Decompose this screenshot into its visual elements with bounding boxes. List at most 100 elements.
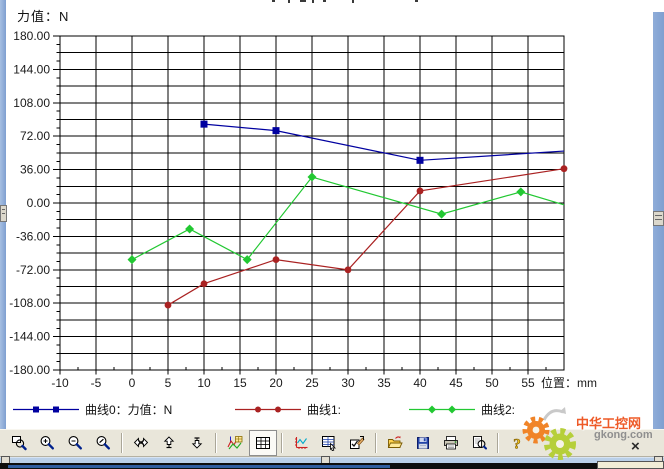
gears-logo-icon [522, 407, 576, 460]
x-tick-label: 25 [305, 376, 319, 390]
zoom-window-button[interactable] [5, 430, 33, 456]
help-icon: ? [513, 436, 521, 452]
zoom-in-button[interactable] [33, 430, 61, 456]
chart-plot: 180.00 144.00 108.00 72.00 36.00 0.00 -36.00 -7… [9, 29, 597, 390]
watermark: 中华工控网 gkong.com × [518, 400, 664, 466]
data-table-icon [322, 436, 337, 451]
toolbar-separator [281, 433, 283, 453]
shift-down-button[interactable] [183, 430, 211, 456]
x-tick-label: 20 [269, 376, 283, 390]
y-tick-label: -144.00 [9, 330, 50, 344]
toolbar-separator [497, 433, 499, 453]
shift-up-button[interactable] [155, 430, 183, 456]
x-tick-label: 45 [449, 376, 463, 390]
y-tick-label: 72.00 [20, 129, 50, 143]
curve-0-marker [200, 120, 208, 128]
y-tick-label: -108.00 [9, 296, 50, 310]
toolbar-separator [121, 433, 123, 453]
x-tick-label: 5 [165, 376, 172, 390]
print-icon [444, 436, 458, 450]
watermark-close-button[interactable]: × [631, 438, 640, 455]
x-tick-label: 50 [485, 376, 499, 390]
curve-0-marker [416, 156, 424, 164]
zoom-mark-button[interactable] [89, 430, 117, 456]
open-file-button[interactable] [381, 430, 409, 456]
axis-scale-icon [295, 437, 308, 449]
curve-2-marker [242, 255, 252, 265]
y-tick-label: -72.00 [16, 263, 50, 277]
legend-item-2: 曲线2: [408, 401, 515, 418]
legend-label: 曲线2: [481, 403, 516, 417]
x-tick-label: -5 [91, 376, 102, 390]
help-button[interactable]: ? [503, 430, 531, 456]
data-table-button[interactable] [315, 430, 343, 456]
chart-legend: 曲线0：力值：N 曲线1: 曲线2: [0, 401, 664, 423]
legend-item-0: 曲线0：力值：N [12, 401, 172, 418]
y-tick-label: 108.00 [13, 96, 50, 110]
curve-0-marker [272, 127, 280, 135]
curve-1-line [167, 168, 565, 306]
pan-horizontal-icon [133, 437, 149, 448]
edit-properties-icon [350, 436, 365, 449]
y-tick-label: 36.00 [20, 163, 50, 177]
x-axis-title: 位置：mm [541, 375, 597, 390]
y-tick-label: 144.00 [13, 62, 50, 76]
zoom-out-button[interactable] [61, 430, 89, 456]
print-preview-icon [473, 436, 487, 450]
curve-2-marker [516, 187, 526, 197]
legend-sample-square-icon [13, 406, 79, 413]
curve-0-line [203, 123, 565, 161]
y-tick-label: 180.00 [13, 29, 50, 43]
zoom-in-icon [40, 436, 55, 450]
legend-item-1: 曲线1: [234, 401, 341, 418]
watermark-site-domain: gkong.com [594, 429, 653, 441]
curve-1-marker [164, 301, 172, 309]
zoom-mark-icon [96, 436, 111, 450]
x-tick-label: 0 [129, 376, 136, 390]
curve-1-marker [560, 165, 568, 173]
y-tick-label: -180.00 [9, 363, 50, 377]
curve-2-marker [185, 224, 195, 234]
curve-2-marker [127, 255, 137, 265]
x-tick-label: 10 [197, 376, 211, 390]
curve-2-marker [437, 209, 447, 219]
edit-properties-button[interactable] [343, 430, 371, 456]
background-window-border [8, 465, 390, 468]
curve-1-marker [416, 187, 424, 195]
shift-down-icon [191, 437, 203, 449]
x-tick-label: 35 [377, 376, 391, 390]
svg-text:?: ? [513, 437, 521, 452]
print-preview-button[interactable] [465, 430, 493, 456]
x-tick-label: -10 [51, 376, 69, 390]
axis-scale-button[interactable] [287, 430, 315, 456]
toolbar-separator [375, 433, 377, 453]
legend-label: 曲线1: [307, 403, 342, 417]
open-file-icon [387, 436, 403, 448]
x-tick-label: 15 [233, 376, 247, 390]
save-file-icon [417, 437, 429, 449]
legend-sample-circle-icon [235, 406, 301, 413]
grid-toggle-icon [256, 437, 270, 449]
curve-1-marker [200, 280, 208, 288]
save-file-button[interactable] [409, 430, 437, 456]
legend-label: 曲线0：力值：N [85, 403, 173, 417]
pan-horizontal-button[interactable] [127, 430, 155, 456]
watermark-site-name: 中华工控网 [576, 416, 642, 431]
print-button[interactable] [437, 430, 465, 456]
curve-style-icon [227, 436, 243, 450]
x-tick-label: 40 [413, 376, 427, 390]
zoom-window-icon [12, 436, 27, 451]
x-tick-label: 30 [341, 376, 355, 390]
y-tick-label: -36.00 [16, 229, 50, 243]
y-axis-title: 力值：N [17, 9, 70, 24]
left-splitter-handle[interactable] [0, 205, 7, 222]
curve-1-marker [272, 256, 280, 263]
x-tick-label: 55 [521, 376, 535, 390]
toolbar-separator [215, 433, 217, 453]
curve-1-marker [344, 266, 352, 274]
curve-style-button[interactable] [221, 430, 249, 456]
shift-up-icon [163, 436, 175, 449]
y-tick-label: 0.00 [27, 196, 51, 210]
legend-sample-diamond-icon [409, 405, 475, 414]
grid-toggle-button[interactable] [249, 430, 277, 456]
